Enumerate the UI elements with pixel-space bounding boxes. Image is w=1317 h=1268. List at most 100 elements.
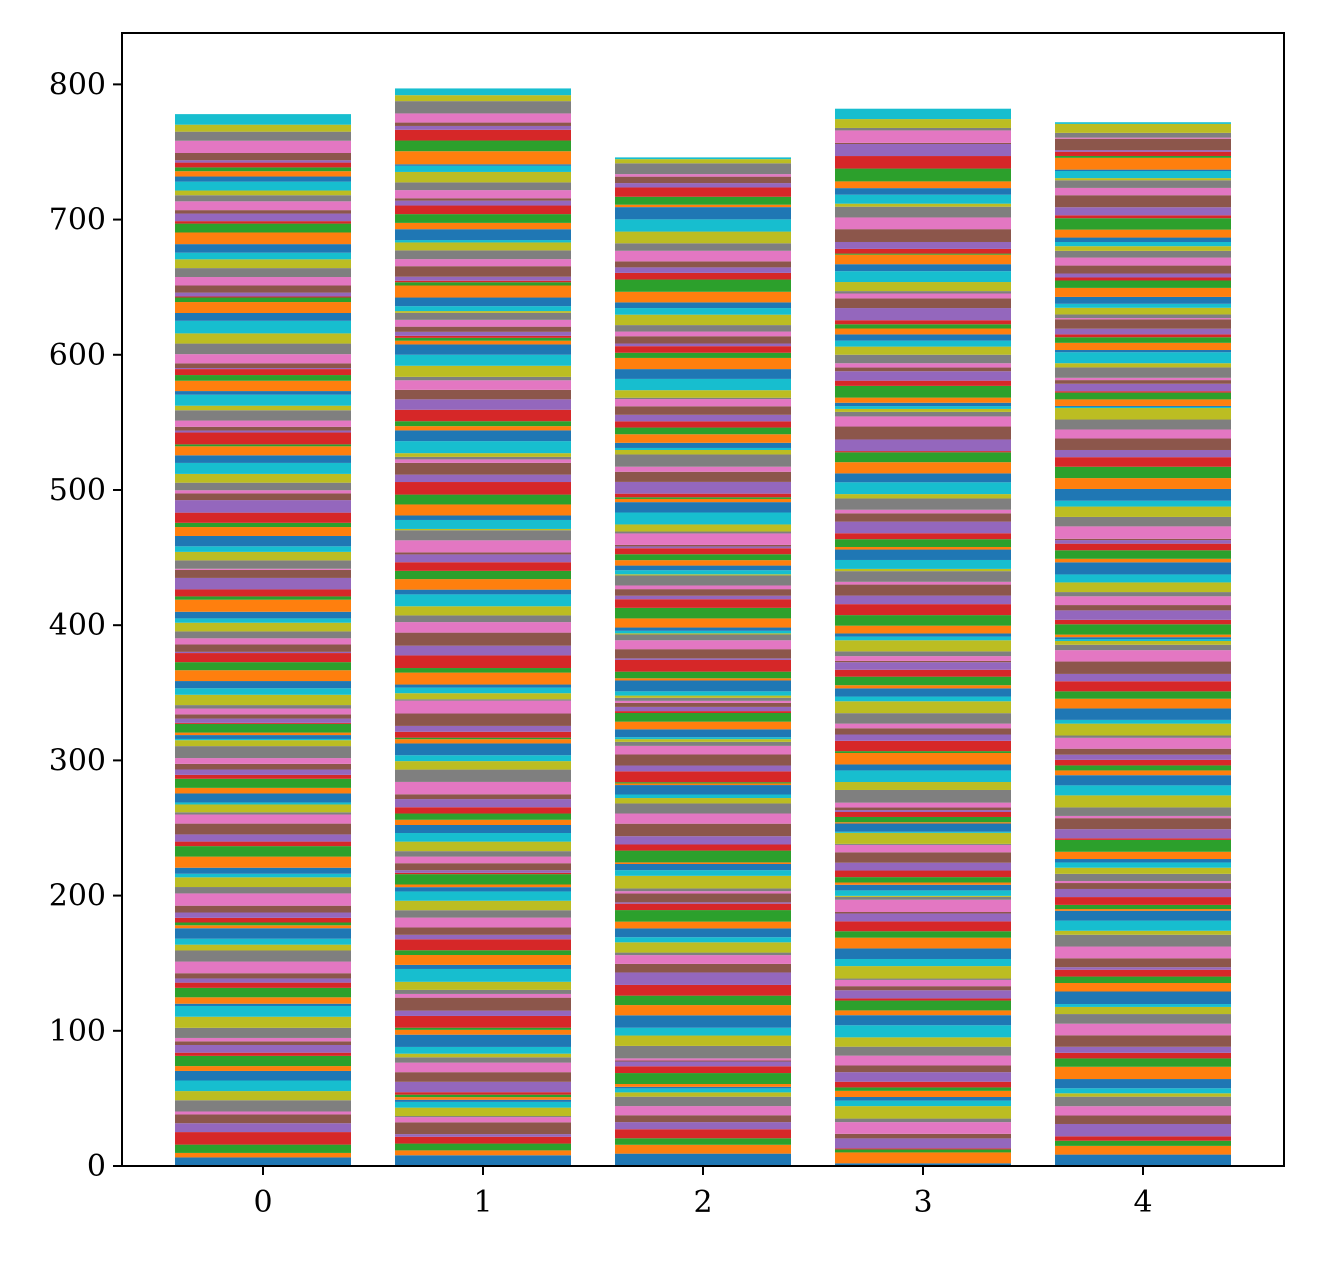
- bar-segment: [1055, 352, 1231, 364]
- bar-segment: [395, 562, 571, 571]
- bar-segment: [175, 644, 351, 652]
- bar-segment: [175, 834, 351, 842]
- bar-segment: [615, 1115, 791, 1123]
- bar-segment: [615, 369, 791, 379]
- bar-segment: [615, 308, 791, 315]
- bar-segment: [175, 787, 351, 794]
- bar-segment: [1055, 399, 1231, 406]
- bar-segment: [1055, 516, 1231, 527]
- bar-segment: [395, 409, 571, 422]
- bar-segment: [175, 493, 351, 501]
- bar-segment: [1055, 123, 1231, 133]
- bar-segment: [1055, 380, 1231, 384]
- bar-segment: [175, 1052, 351, 1056]
- bar-segment: [175, 599, 351, 612]
- bar-segment: [835, 482, 1011, 495]
- bar-segment: [615, 163, 791, 175]
- bar-segment: [395, 872, 571, 875]
- bar-segment: [615, 343, 791, 347]
- bar-segment: [175, 333, 351, 344]
- bar-segment: [615, 493, 791, 498]
- bar-segment: [615, 910, 791, 922]
- bar-segment: [395, 672, 571, 685]
- bar-segment: [835, 979, 1011, 987]
- bar-segment: [615, 702, 791, 707]
- bar-segment: [175, 512, 351, 523]
- bar-segment: [615, 803, 791, 814]
- bar-segment: [615, 739, 791, 742]
- bar-segment: [1055, 429, 1231, 439]
- bar-segment: [615, 1073, 791, 1085]
- bar-segment: [175, 1027, 351, 1038]
- bar-segment: [835, 802, 1011, 808]
- bar-segment: [835, 1046, 1011, 1056]
- bar-segment: [395, 1107, 571, 1117]
- bar-segment: [175, 631, 351, 639]
- bar-segment: [395, 462, 571, 475]
- bar-segment: [395, 540, 571, 553]
- bar-segment: [1055, 592, 1231, 597]
- bar-segment: [615, 745, 791, 755]
- bar-segment: [1055, 650, 1231, 662]
- bar-segment: [615, 1058, 791, 1061]
- bar-segment: [395, 453, 571, 457]
- bar-segment: [395, 856, 571, 864]
- y-tick-label: 600: [49, 338, 106, 373]
- bar-segment: [175, 622, 351, 632]
- bar-segment: [615, 291, 791, 303]
- bar-segment: [395, 799, 571, 808]
- bar-segment: [615, 1086, 791, 1089]
- bar-segment: [615, 176, 791, 184]
- bar-segment: [615, 640, 791, 650]
- bar-segment: [1055, 838, 1231, 840]
- bar-segment: [1055, 888, 1231, 898]
- bar-segment: [835, 354, 1011, 364]
- bar-segment: [175, 296, 351, 298]
- bar-segment: [615, 585, 791, 590]
- bar-segment: [835, 948, 1011, 959]
- bar-segment: [1055, 1096, 1231, 1107]
- bar-segment: [175, 917, 351, 923]
- bar-segment: [835, 696, 1011, 702]
- bar-segment: [175, 426, 351, 431]
- bar-segment: [615, 972, 791, 985]
- bar-segment: [615, 231, 791, 244]
- bar-segment: [1055, 215, 1231, 219]
- bar-segment: [175, 774, 351, 779]
- bar-segment: [835, 119, 1011, 128]
- bar-segment: [175, 887, 351, 894]
- bar-segment: [175, 735, 351, 739]
- bar-segment: [835, 844, 1011, 853]
- bar-segment: [1055, 759, 1231, 766]
- bar-segment: [395, 1094, 571, 1098]
- bar-segment: [615, 813, 791, 824]
- bar-segment: [1055, 273, 1231, 278]
- bar-segment: [395, 1034, 571, 1047]
- bar-segment: [395, 954, 571, 965]
- bar-segment: [395, 297, 571, 307]
- bar-segment: [615, 691, 791, 696]
- bar-segment: [1055, 229, 1231, 238]
- bar-segment: [1055, 859, 1231, 863]
- bar-segment: [615, 754, 791, 766]
- bar-segment: [175, 259, 351, 269]
- bar-segment: [1055, 737, 1231, 749]
- bar-segment: [835, 723, 1011, 729]
- bar-segment: [395, 494, 571, 505]
- bar-segment: [395, 1010, 571, 1016]
- bar-segment: [835, 931, 1011, 938]
- bar-segment: [175, 1003, 351, 1006]
- bar-segment: [835, 625, 1011, 634]
- bar-segment: [1055, 1006, 1231, 1015]
- bar-segment: [175, 1123, 351, 1133]
- bar-segment: [175, 987, 351, 998]
- bar-segment: [175, 723, 351, 733]
- bar-segment: [615, 1122, 791, 1130]
- bar-segment: [1055, 1014, 1231, 1024]
- bar-segment: [175, 430, 351, 433]
- bar-segment: [835, 181, 1011, 189]
- bar-segment: [395, 205, 571, 215]
- bar-segment: [1055, 969, 1231, 977]
- bar-segment: [1055, 506, 1231, 517]
- bar-segment: [395, 874, 571, 885]
